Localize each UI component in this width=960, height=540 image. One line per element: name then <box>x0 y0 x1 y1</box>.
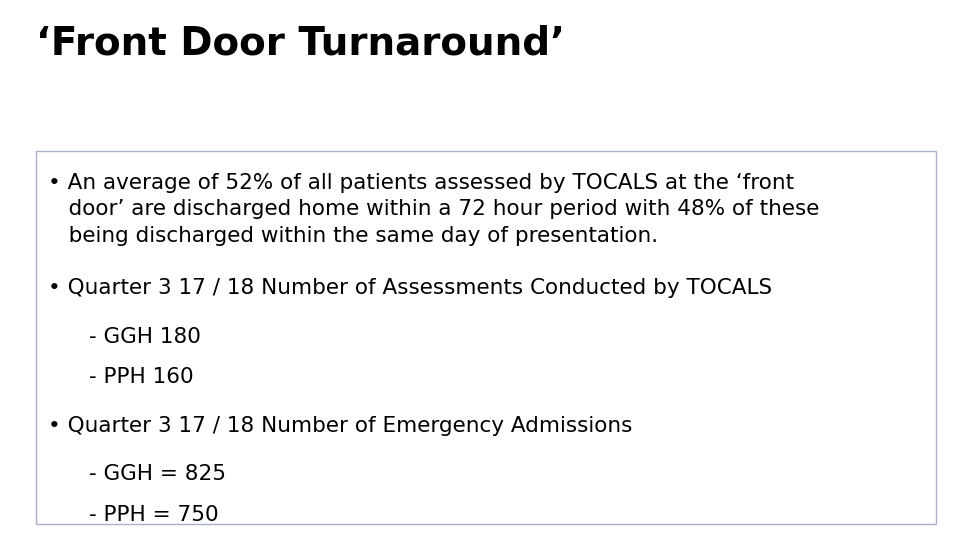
Text: - GGH = 825: - GGH = 825 <box>89 464 227 484</box>
Text: • Quarter 3 17 / 18 Number of Assessments Conducted by TOCALS: • Quarter 3 17 / 18 Number of Assessment… <box>48 278 772 298</box>
Text: ‘Front Door Turnaround’: ‘Front Door Turnaround’ <box>36 24 565 62</box>
Text: • Quarter 3 17 / 18 Number of Emergency Admissions: • Quarter 3 17 / 18 Number of Emergency … <box>48 416 633 436</box>
Text: - PPH = 750: - PPH = 750 <box>89 505 219 525</box>
FancyBboxPatch shape <box>36 151 936 524</box>
Text: • An average of 52% of all patients assessed by TOCALS at the ‘front
   door’ ar: • An average of 52% of all patients asse… <box>48 173 820 246</box>
Text: - PPH 160: - PPH 160 <box>89 367 194 387</box>
Text: - GGH 180: - GGH 180 <box>89 327 202 347</box>
